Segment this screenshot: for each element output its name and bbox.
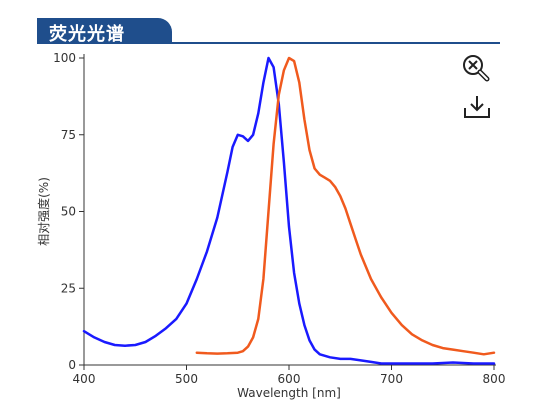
y-tick-label: 25 — [61, 281, 76, 295]
x-axis-title: Wavelength [nm] — [237, 386, 341, 400]
section-title: 荧光光谱 — [49, 24, 125, 45]
y-axis-title: 相对强度(%) — [36, 177, 51, 246]
header-divider — [37, 42, 500, 44]
series-line-1 — [82, 56, 496, 365]
download-icon — [464, 96, 490, 118]
download-button[interactable] — [459, 92, 495, 124]
x-tick-label: 700 — [380, 372, 403, 386]
x-tick-label: 400 — [73, 372, 96, 386]
x-tick-label: 600 — [278, 372, 301, 386]
header-tab: 荧光光谱 — [37, 18, 172, 45]
zoom-reset-button[interactable] — [459, 52, 495, 84]
x-tick-label: 500 — [175, 372, 198, 386]
section-header: 荧光光谱 — [37, 18, 500, 46]
y-tick-label: 0 — [68, 358, 76, 372]
y-tick-label: 75 — [61, 128, 76, 142]
zoom-reset-icon — [463, 55, 490, 82]
y-tick-label: 100 — [53, 51, 76, 65]
x-tick-label: 800 — [483, 372, 506, 386]
y-tick-label: 50 — [61, 205, 76, 219]
series-line-2 — [195, 56, 496, 356]
